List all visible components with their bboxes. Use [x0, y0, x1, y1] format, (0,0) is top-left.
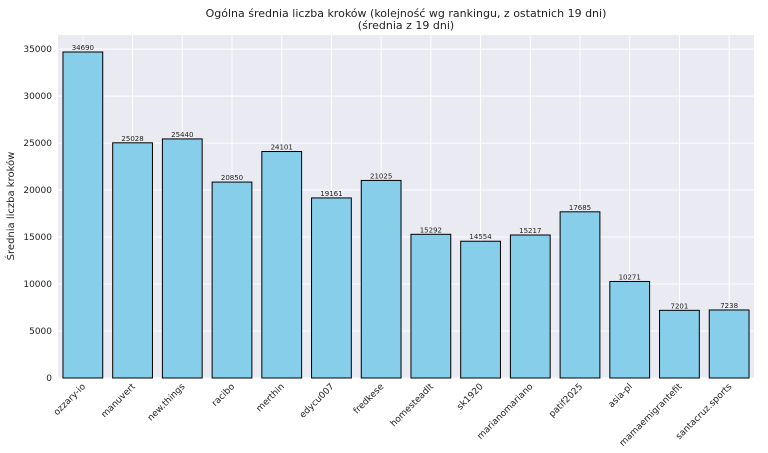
data-label: 21025 [370, 172, 392, 180]
bar-marianomariano [509, 234, 551, 379]
data-label: 7201 [671, 302, 689, 310]
data-label: 19161 [320, 190, 342, 198]
y-tick-label: 0 [46, 374, 52, 384]
x-tick-label: marianomariano [476, 382, 536, 442]
x-tick-label: ozzary-io [52, 382, 88, 418]
data-label: 25440 [171, 131, 193, 139]
bars [62, 51, 750, 379]
data-label: 15292 [420, 226, 442, 234]
data-label: 34690 [72, 44, 94, 52]
data-label: 7238 [720, 302, 738, 310]
x-tick-label: manuvert [100, 382, 138, 420]
bar-merthin [261, 151, 303, 379]
y-tick-label: 15000 [23, 233, 52, 243]
bar-ozzary-io [62, 51, 104, 379]
chart-title: Ogólna średnia liczba kroków (kolejność … [206, 7, 607, 20]
chart-subtitle: (średnia z 19 dni) [358, 19, 454, 32]
data-label: 15217 [519, 227, 541, 235]
y-tick-label: 25000 [23, 139, 52, 149]
x-tick-label: homesteadlt [389, 382, 436, 429]
data-labels: 34690 25028 25440 20850 24101 19161 21025 15292… [72, 44, 738, 310]
x-tick-label: santacruz.sports [674, 382, 734, 442]
x-tick-label: fredkese [352, 382, 387, 417]
y-tick-label: 10000 [23, 280, 52, 290]
y-axis-label: Średnia liczba kroków [4, 152, 17, 261]
x-tick-label: new.things [146, 382, 188, 424]
bar-new.things [161, 138, 203, 379]
x-tick-label: asia-pl [607, 382, 635, 410]
data-label: 20850 [221, 174, 243, 182]
bar-manuvert [112, 142, 153, 379]
bar-fredkese [360, 179, 402, 379]
y-tick-label: 20000 [23, 186, 52, 196]
bar-patif2025 [559, 211, 601, 379]
data-label: 14554 [469, 233, 492, 241]
y-tick-label: 30000 [23, 92, 52, 102]
data-label: 24101 [271, 144, 293, 152]
x-tick-label: racibo [210, 382, 237, 409]
x-tick-label: patif2025 [547, 382, 585, 420]
bar-racibo [211, 181, 253, 379]
y-tick-label: 35000 [23, 45, 52, 55]
data-label: 10271 [619, 273, 641, 281]
bar-santacruz.sports [708, 309, 750, 379]
bar-edycu007 [311, 197, 352, 379]
y-axis-ticks: 0 5000 10000 15000 20000 25000 30000 35000 [23, 45, 52, 384]
x-tick-label: edycu007 [298, 382, 336, 420]
data-label: 25028 [121, 135, 143, 143]
x-tick-label: sk1920 [455, 382, 485, 412]
data-label: 17685 [569, 204, 591, 212]
y-tick-label: 5000 [29, 327, 52, 337]
x-axis-ticks: ozzary-io manuvert new.things racibo merthin… [52, 382, 734, 449]
bar-mamaemigrantefit [659, 309, 700, 379]
bar-sk1920 [460, 240, 501, 379]
bar-homesteadlt [410, 233, 452, 379]
x-tick-label: merthin [255, 382, 287, 414]
bar-asia-pl [609, 280, 651, 379]
